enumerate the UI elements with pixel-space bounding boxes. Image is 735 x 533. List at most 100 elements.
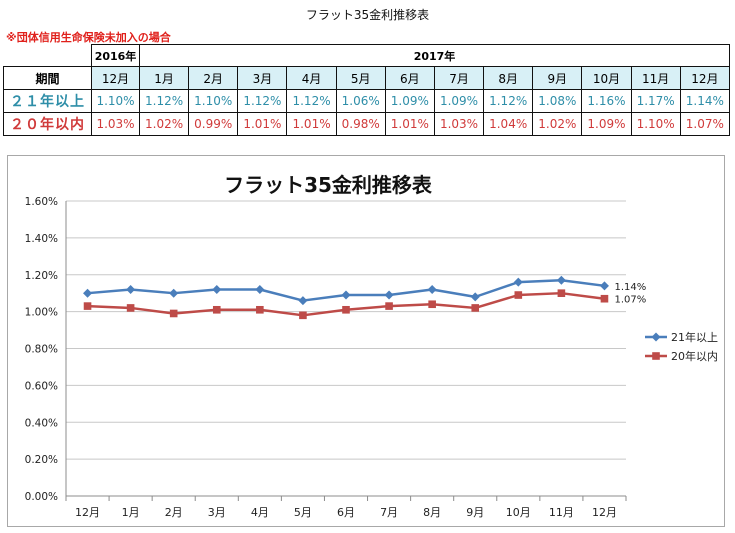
month-cell: 3月 [237,66,288,90]
year-2016-cell: 2016年 [91,44,140,67]
row-label: ２０年以内 [3,112,92,136]
legend-marker [652,352,660,360]
data-point [514,291,523,299]
data-point [557,289,566,297]
data-point [428,300,436,309]
table-row: ２０年以内 1.03% 1.02% 0.99% 1.01% 1.01% 0.98… [3,112,731,136]
month-cell: 12月 [91,66,140,90]
data-point [83,302,92,310]
rate-cell: 1.09% [384,89,435,113]
data-point [556,275,566,285]
rate-cell: 1.12% [237,89,288,113]
rate-cell: 1.10% [188,89,239,113]
month-cell: 5月 [335,66,386,90]
data-point [384,290,394,300]
rate-cell: 1.04% [483,112,534,136]
data-point [341,290,351,300]
legend-label: 21年以上 [671,330,718,344]
y-tick-label: 0.00% [25,491,58,503]
rate-cell: 1.03% [91,112,140,136]
rate-cell: 1.10% [91,89,140,113]
data-point [385,302,393,310]
x-tick-label: 4月 [251,506,269,519]
data-point [470,292,480,302]
y-tick-label: 0.60% [25,380,58,392]
month-cell: 12月 [679,66,731,90]
data-point [83,288,93,298]
rate-cell: 1.07% [679,112,731,136]
x-tick-label: 7月 [380,506,398,519]
month-cell: 10月 [581,66,632,90]
rate-cell: 1.14% [679,89,731,113]
data-point [599,281,609,291]
data-point [427,285,437,294]
y-tick-label: 1.20% [25,270,58,282]
month-cell: 4月 [286,66,337,90]
rates-table: 2016年 2017年 期間 12月 1月 2月 3月 4月 5月 6月 7月 … [3,44,731,136]
data-point [169,288,179,298]
data-point [212,305,221,314]
month-cell: 1月 [138,66,190,90]
month-cell: 11月 [630,66,681,90]
month-cell: 2月 [188,66,239,90]
year-2017-cell: 2017年 [139,44,730,67]
rate-cell: 1.08% [532,89,583,113]
x-tick-label: 3月 [208,506,226,519]
month-cell: 6月 [384,66,435,90]
data-point [126,304,135,312]
rate-cell: 1.02% [138,112,190,136]
data-point [126,285,136,294]
x-tick-label: 11月 [549,506,574,519]
y-tick-label: 1.40% [25,233,58,245]
rate-cell: 1.01% [286,112,337,136]
x-tick-label: 10月 [506,506,531,519]
y-tick-label: 0.20% [25,454,58,466]
line-chart: フラット35金利推移表 0.00% 0.20% 0.40% 0.60% 0.80% 1.00… [25,173,718,519]
rate-cell: 1.12% [138,89,190,113]
data-point [600,294,609,303]
x-tick-label: 12月 [592,506,617,519]
rate-cell: 1.01% [237,112,288,136]
rate-cell: 1.16% [581,89,632,113]
rate-cell: 1.06% [335,89,386,113]
y-tick-label: 0.40% [25,417,58,429]
x-tick-label: 2月 [165,506,183,519]
x-tick-label: 12月 [75,506,100,519]
data-point [513,277,523,287]
data-point [298,296,308,306]
rate-cell: 1.09% [581,112,632,136]
rate-cell: 1.17% [630,89,681,113]
legend-marker [651,332,661,342]
x-tick-label: 1月 [122,506,140,519]
row-label: ２１年以上 [3,89,92,113]
data-label: 1.14% [614,282,646,293]
period-label: 期間 [3,66,92,90]
data-point [169,309,178,318]
month-cell: 8月 [483,66,534,90]
x-tick-label: 5月 [294,506,312,519]
rate-cell: 1.02% [532,112,583,136]
blank-cell [3,44,92,67]
x-tick-label: 6月 [337,506,355,519]
data-point [299,311,307,320]
rate-cell: 1.12% [286,89,337,113]
rate-cell: 1.09% [433,89,485,113]
year-row: 2016年 2017年 [3,44,730,67]
data-point [212,285,222,294]
chart-title: フラット35金利推移表 [224,173,433,197]
rate-cell: 0.98% [335,112,386,136]
y-tick-label: 1.00% [25,307,58,319]
month-cell: 9月 [532,66,583,90]
note-text: ※団体信用生命保険未加入の場合 [6,31,171,44]
data-point [255,285,265,294]
x-tick-label: 9月 [466,506,484,519]
page-title: フラット35金利推移表 [305,8,430,22]
x-tick-label: 8月 [423,506,441,519]
data-point [256,305,264,314]
legend-label: 20年以内 [671,349,718,363]
data-point [342,305,350,314]
month-cell: 7月 [433,66,485,90]
chart-frame: フラット35金利推移表 0.00% 0.20% 0.40% 0.60% 0.80% 1.00… [7,155,725,527]
table-row: ２１年以上 1.10% 1.12% 1.10% 1.12% 1.12% 1.06… [3,89,731,113]
y-tick-label: 0.80% [25,344,58,356]
